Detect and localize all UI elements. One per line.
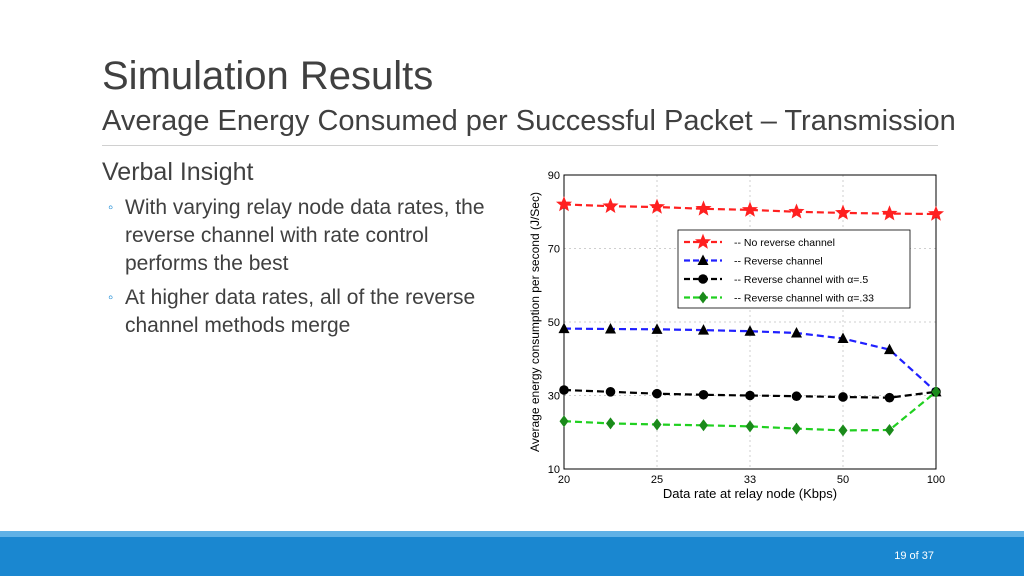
data-point bbox=[652, 418, 662, 431]
data-point bbox=[791, 327, 802, 338]
data-point bbox=[741, 201, 759, 217]
data-point bbox=[834, 204, 852, 220]
legend-marker bbox=[698, 274, 708, 284]
legend-label: -- Reverse channel bbox=[734, 256, 823, 268]
data-point bbox=[881, 205, 898, 221]
data-point bbox=[885, 424, 894, 437]
y-tick-label: 70 bbox=[548, 244, 560, 256]
footer-bar: 19 of 37 bbox=[0, 537, 1024, 576]
data-point bbox=[792, 422, 801, 435]
y-tick-label: 10 bbox=[548, 464, 560, 476]
data-point bbox=[884, 392, 895, 403]
data-point bbox=[606, 417, 615, 430]
data-point bbox=[927, 205, 945, 221]
data-point bbox=[699, 419, 708, 432]
x-tick-label: 25 bbox=[651, 474, 663, 486]
legend-label: -- No reverse channel bbox=[734, 237, 835, 249]
bullet-item: ◦ At higher data rates, all of the rever… bbox=[108, 284, 508, 340]
x-tick-label: 50 bbox=[837, 474, 849, 486]
data-point bbox=[695, 200, 712, 216]
y-axis-label: Average energy consumption per second (J… bbox=[528, 192, 542, 452]
y-tick-label: 50 bbox=[548, 317, 560, 329]
data-point bbox=[652, 388, 662, 399]
bullet-text: With varying relay node data rates, the … bbox=[125, 196, 485, 275]
data-point bbox=[745, 390, 755, 401]
series-1 bbox=[558, 322, 942, 397]
legend-marker bbox=[694, 233, 712, 249]
data-point bbox=[931, 385, 941, 398]
bullet-item: ◦ With varying relay node data rates, th… bbox=[108, 194, 508, 278]
footer-accent-band bbox=[0, 531, 1024, 537]
series-line bbox=[563, 390, 937, 432]
data-point bbox=[838, 392, 848, 402]
slide-title: Simulation Results bbox=[102, 54, 434, 98]
energy-line-chart: 10 30 50 70 90 20 25 33 50 100 Data rate at relay … bbox=[528, 170, 945, 501]
series-line bbox=[563, 203, 937, 216]
plot-frame bbox=[563, 174, 937, 470]
series-line bbox=[563, 388, 937, 399]
bullet-circle-icon: ◦ bbox=[108, 199, 114, 216]
data-point bbox=[602, 197, 619, 214]
x-tick-label: 20 bbox=[558, 474, 570, 486]
bullet-list: ◦ With varying relay node data rates, th… bbox=[108, 194, 508, 346]
data-point bbox=[559, 415, 569, 428]
data-point bbox=[745, 420, 755, 433]
data-point bbox=[558, 322, 570, 334]
data-point bbox=[838, 424, 848, 437]
legend-label: -- Reverse channel with α=.33 bbox=[734, 293, 874, 305]
data-point bbox=[605, 387, 616, 397]
data-point bbox=[651, 323, 663, 334]
data-point bbox=[555, 196, 573, 212]
data-point bbox=[648, 198, 666, 214]
bullet-text: At higher data rates, all of the reverse… bbox=[125, 286, 476, 337]
y-tick-label: 90 bbox=[548, 170, 560, 182]
data-point bbox=[791, 391, 802, 402]
legend-label: -- Reverse channel with α=.5 bbox=[734, 274, 868, 286]
slide-subtitle: Average Energy Consumed per Successful P… bbox=[102, 105, 956, 137]
data-point bbox=[559, 385, 569, 395]
data-point bbox=[744, 325, 756, 336]
y-tick-label: 30 bbox=[548, 391, 560, 403]
x-tick-label: 33 bbox=[744, 474, 756, 486]
title-divider bbox=[102, 145, 938, 146]
x-axis-label: Data rate at relay node (Kbps) bbox=[663, 486, 837, 501]
data-point bbox=[698, 389, 709, 400]
data-point bbox=[605, 322, 616, 334]
series-3 bbox=[559, 385, 941, 437]
data-point bbox=[698, 324, 709, 335]
series-0 bbox=[555, 196, 945, 221]
legend-marker bbox=[698, 291, 708, 304]
data-point bbox=[884, 343, 895, 355]
section-heading: Verbal Insight bbox=[102, 158, 254, 186]
page-number: 19 of 37 bbox=[894, 550, 934, 562]
legend-marker bbox=[697, 254, 709, 265]
data-point bbox=[788, 203, 805, 219]
series-line bbox=[563, 327, 937, 393]
x-tick-label: 100 bbox=[927, 474, 945, 486]
bullet-circle-icon: ◦ bbox=[108, 289, 114, 306]
data-point bbox=[837, 332, 849, 344]
